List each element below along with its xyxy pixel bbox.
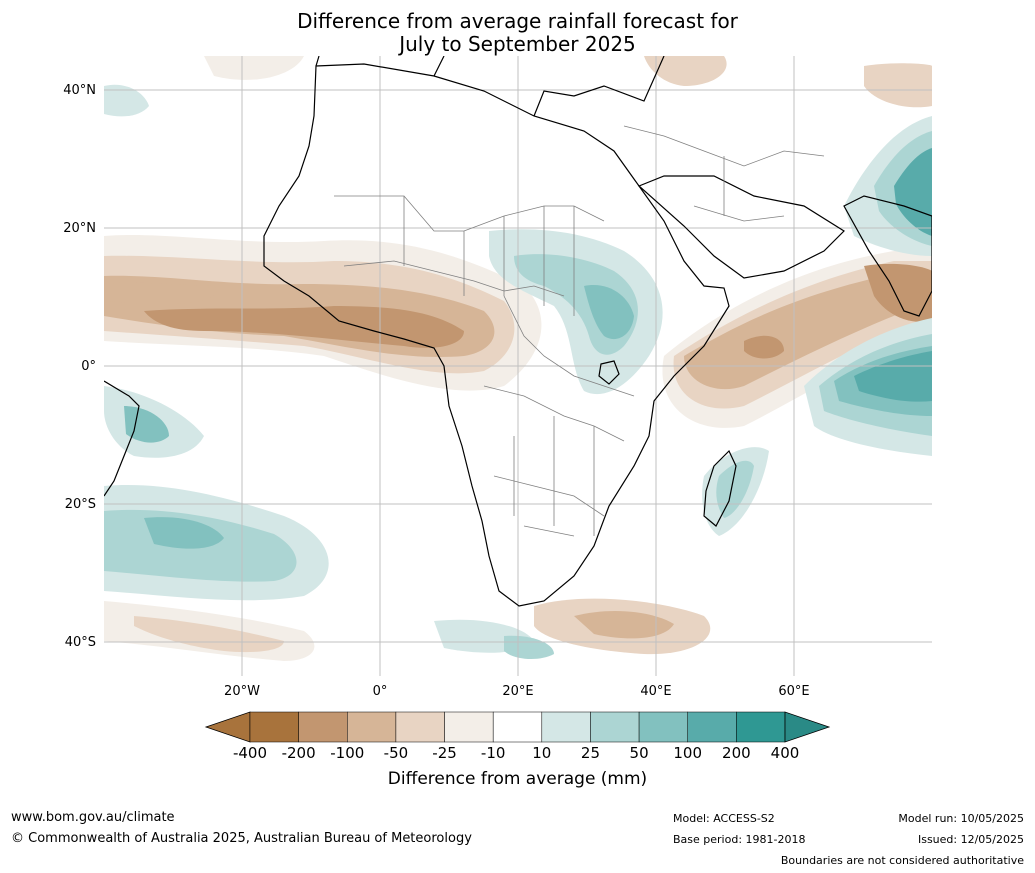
footer-url: www.bom.gov.au/climate bbox=[11, 810, 175, 825]
colorbar-swatch bbox=[347, 711, 397, 743]
dry-anomaly-south-atlantic bbox=[104, 598, 711, 661]
lat-label-20n: 20°N bbox=[63, 221, 96, 236]
colorbar-tick-label: -25 bbox=[432, 744, 457, 762]
colorbar-extend-high bbox=[784, 711, 831, 743]
footer-issued: Issued: 12/05/2025 bbox=[917, 833, 1024, 846]
graticule bbox=[104, 56, 932, 676]
map-panel bbox=[104, 56, 932, 676]
colorbar-swatch bbox=[590, 711, 640, 743]
colorbar-title: Difference from average (mm) bbox=[387, 769, 648, 789]
lon-label-20w: 20°W bbox=[224, 684, 260, 699]
colorbar-tick-label: 10 bbox=[532, 744, 552, 762]
wet-anomaly-east-africa bbox=[489, 229, 663, 395]
footer-model: Model: ACCESS-S2 bbox=[673, 812, 775, 825]
footer-base-period: Base period: 1981-2018 bbox=[673, 833, 806, 846]
wet-anomaly-arabian-sea bbox=[844, 116, 932, 256]
rainfall-anomaly-map bbox=[104, 56, 932, 676]
dry-anomaly-north bbox=[204, 56, 932, 108]
colorbar-tick-label: -100 bbox=[330, 744, 365, 762]
title-line-1: Difference from average rainfall forecas… bbox=[297, 9, 738, 33]
colorbar bbox=[204, 711, 831, 743]
colorbar-extend-low bbox=[204, 711, 251, 743]
colorbar-swatch bbox=[444, 711, 494, 743]
colorbar-tick-label: 25 bbox=[580, 744, 600, 762]
lon-label-40e: 40°E bbox=[640, 684, 672, 699]
footer-model-run: Model run: 10/05/2025 bbox=[898, 812, 1024, 825]
colorbar-tick-label: 50 bbox=[629, 744, 649, 762]
wet-anomaly-indian-ocean bbox=[804, 318, 932, 456]
coastlines bbox=[104, 56, 932, 607]
colorbar-swatch bbox=[638, 711, 688, 743]
lon-label-0: 0° bbox=[372, 684, 388, 699]
colorbar-swatch bbox=[249, 711, 299, 743]
lat-label-0: 0° bbox=[81, 359, 96, 374]
wet-anomaly-south-atlantic bbox=[104, 84, 554, 660]
colorbar-tick-label: -200 bbox=[281, 744, 316, 762]
colorbar-tick-label: -10 bbox=[480, 744, 506, 762]
footer-copyright: © Commonwealth of Australia 2025, Austra… bbox=[11, 831, 472, 846]
colorbar-swatch bbox=[736, 711, 786, 743]
lat-label-20s: 20°S bbox=[64, 497, 96, 512]
country-borders bbox=[334, 125, 825, 537]
colorbar-swatch bbox=[395, 711, 445, 743]
lat-label-40n: 40°N bbox=[63, 83, 96, 98]
chart-title: Difference from average rainfall forecas… bbox=[0, 10, 1035, 56]
colorbar-swatch bbox=[492, 711, 543, 743]
lat-label-40s: 40°S bbox=[64, 635, 96, 650]
colorbar-swatch bbox=[541, 711, 591, 743]
lon-label-60e: 60°E bbox=[778, 684, 810, 699]
colorbar-swatch bbox=[298, 711, 348, 743]
title-line-2: July to September 2025 bbox=[399, 32, 636, 56]
colorbar-tick-label: 100 bbox=[673, 744, 703, 762]
colorbar-swatch bbox=[687, 711, 737, 743]
lon-label-20e: 20°E bbox=[502, 684, 534, 699]
dry-anomaly-indian-ocean bbox=[662, 251, 932, 428]
colorbar-tick-label: 200 bbox=[722, 744, 751, 762]
colorbar-tick-label: -50 bbox=[383, 744, 409, 762]
footer-disclaimer: Boundaries are not considered authoritat… bbox=[780, 854, 1024, 867]
colorbar-tick-label: 400 bbox=[770, 744, 800, 762]
colorbar-tick-label: -400 bbox=[232, 744, 268, 762]
dry-anomaly-west-africa bbox=[104, 234, 542, 391]
